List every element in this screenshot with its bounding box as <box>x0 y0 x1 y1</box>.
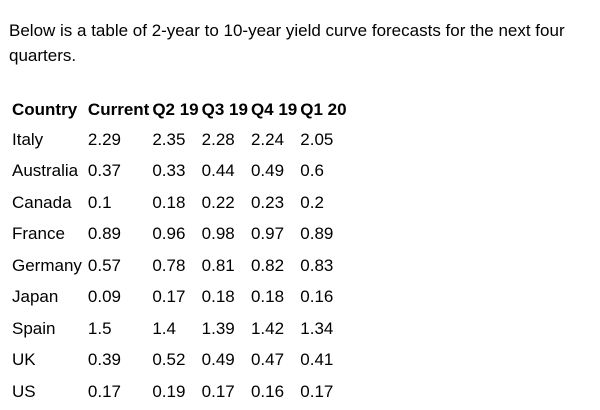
cell-current: 0.1 <box>87 192 112 212</box>
header-current: Current <box>87 100 150 119</box>
cell-q3-19: 0.17 <box>201 381 235 401</box>
cell-q4-19: 0.82 <box>250 255 285 275</box>
cell-q2-19: 0.96 <box>152 224 186 244</box>
cell-q2-19: 0.52 <box>152 350 186 370</box>
cell-q3-19: 1.39 <box>201 318 235 338</box>
cell-q4-19: 0.47 <box>250 350 285 370</box>
cell-q2-19: 0.78 <box>152 255 186 275</box>
cell-q2-19: 2.35 <box>152 129 186 149</box>
table-row: Canada 0.1 0.18 0.22 0.23 0.2 <box>12 187 350 219</box>
table-row: France 0.89 0.96 0.98 0.97 0.89 <box>12 219 350 251</box>
table-row: Spain 1.5 1.4 1.39 1.42 1.34 <box>12 313 350 345</box>
cell-country: Spain <box>12 318 56 338</box>
cell-q2-19: 0.17 <box>152 287 186 307</box>
cell-q3-19: 0.18 <box>201 287 235 307</box>
cell-q1-20: 0.17 <box>300 381 334 401</box>
cell-country: Germany <box>12 255 82 275</box>
cell-q2-19: 0.19 <box>152 381 186 401</box>
cell-q3-19: 0.98 <box>201 224 235 244</box>
cell-q2-19: 1.4 <box>152 318 176 338</box>
cell-q3-19: 0.22 <box>201 192 235 212</box>
cell-q1-20: 0.6 <box>300 161 324 181</box>
cell-country: Japan <box>12 287 59 307</box>
cell-q2-19: 0.33 <box>152 161 186 181</box>
cell-q4-19: 0.49 <box>250 161 285 181</box>
table-row: Germany 0.57 0.78 0.81 0.82 0.83 <box>12 250 350 282</box>
cell-q1-20: 1.34 <box>300 318 334 338</box>
cell-country: UK <box>12 350 36 370</box>
cell-q4-19: 0.18 <box>250 287 285 307</box>
header-q3-19: Q3 19 <box>201 100 248 119</box>
header-country: Country <box>12 100 78 119</box>
cell-q4-19: 0.16 <box>250 381 285 401</box>
cell-q3-19: 0.81 <box>201 255 235 275</box>
cell-q1-20: 0.16 <box>300 287 334 307</box>
cell-current: 0.39 <box>87 350 122 370</box>
cell-q1-20: 2.05 <box>300 129 334 149</box>
cell-q1-20: 0.89 <box>300 224 334 244</box>
table-row: Australia 0.37 0.33 0.44 0.49 0.6 <box>12 156 350 188</box>
table-header-row: Country Current Q2 19 Q3 19 Q4 19 Q1 20 <box>12 96 350 124</box>
cell-q4-19: 0.23 <box>250 192 285 212</box>
table-row: Japan 0.09 0.17 0.18 0.18 0.16 <box>12 282 350 314</box>
cell-q3-19: 0.49 <box>201 350 235 370</box>
cell-current: 0.89 <box>87 224 122 244</box>
table-row: US 0.17 0.19 0.17 0.16 0.17 <box>12 376 350 408</box>
cell-current: 0.57 <box>87 255 122 275</box>
cell-country: Australia <box>12 161 79 181</box>
header-q4-19: Q4 19 <box>250 100 298 119</box>
header-q2-19: Q2 19 <box>152 100 199 119</box>
header-q1-20: Q1 20 <box>300 100 347 119</box>
cell-current: 0.09 <box>87 287 122 307</box>
cell-country: Canada <box>12 192 72 212</box>
cell-country: Italy <box>12 129 44 149</box>
cell-q3-19: 2.28 <box>201 129 235 149</box>
cell-current: 1.5 <box>87 318 112 338</box>
cell-country: US <box>12 381 36 401</box>
cell-current: 2.29 <box>87 129 122 149</box>
cell-q1-20: 0.2 <box>300 192 324 212</box>
cell-q3-19: 0.44 <box>201 161 235 181</box>
cell-country: France <box>12 224 65 244</box>
intro-paragraph: Below is a table of 2-year to 10-year yi… <box>9 21 565 65</box>
table-row: Italy 2.29 2.35 2.28 2.24 2.05 <box>12 124 350 156</box>
cell-q4-19: 1.42 <box>250 318 285 338</box>
cell-q4-19: 2.24 <box>250 129 285 149</box>
yield-forecast-table: Country Current Q2 19 Q3 19 Q4 19 Q1 20 … <box>12 96 350 408</box>
cell-current: 0.37 <box>87 161 122 181</box>
cell-q4-19: 0.97 <box>250 224 285 244</box>
table-row: UK 0.39 0.52 0.49 0.47 0.41 <box>12 345 350 377</box>
cell-current: 0.17 <box>87 381 122 401</box>
cell-q2-19: 0.18 <box>152 192 186 212</box>
cell-q1-20: 0.41 <box>300 350 334 370</box>
cell-q1-20: 0.83 <box>300 255 334 275</box>
